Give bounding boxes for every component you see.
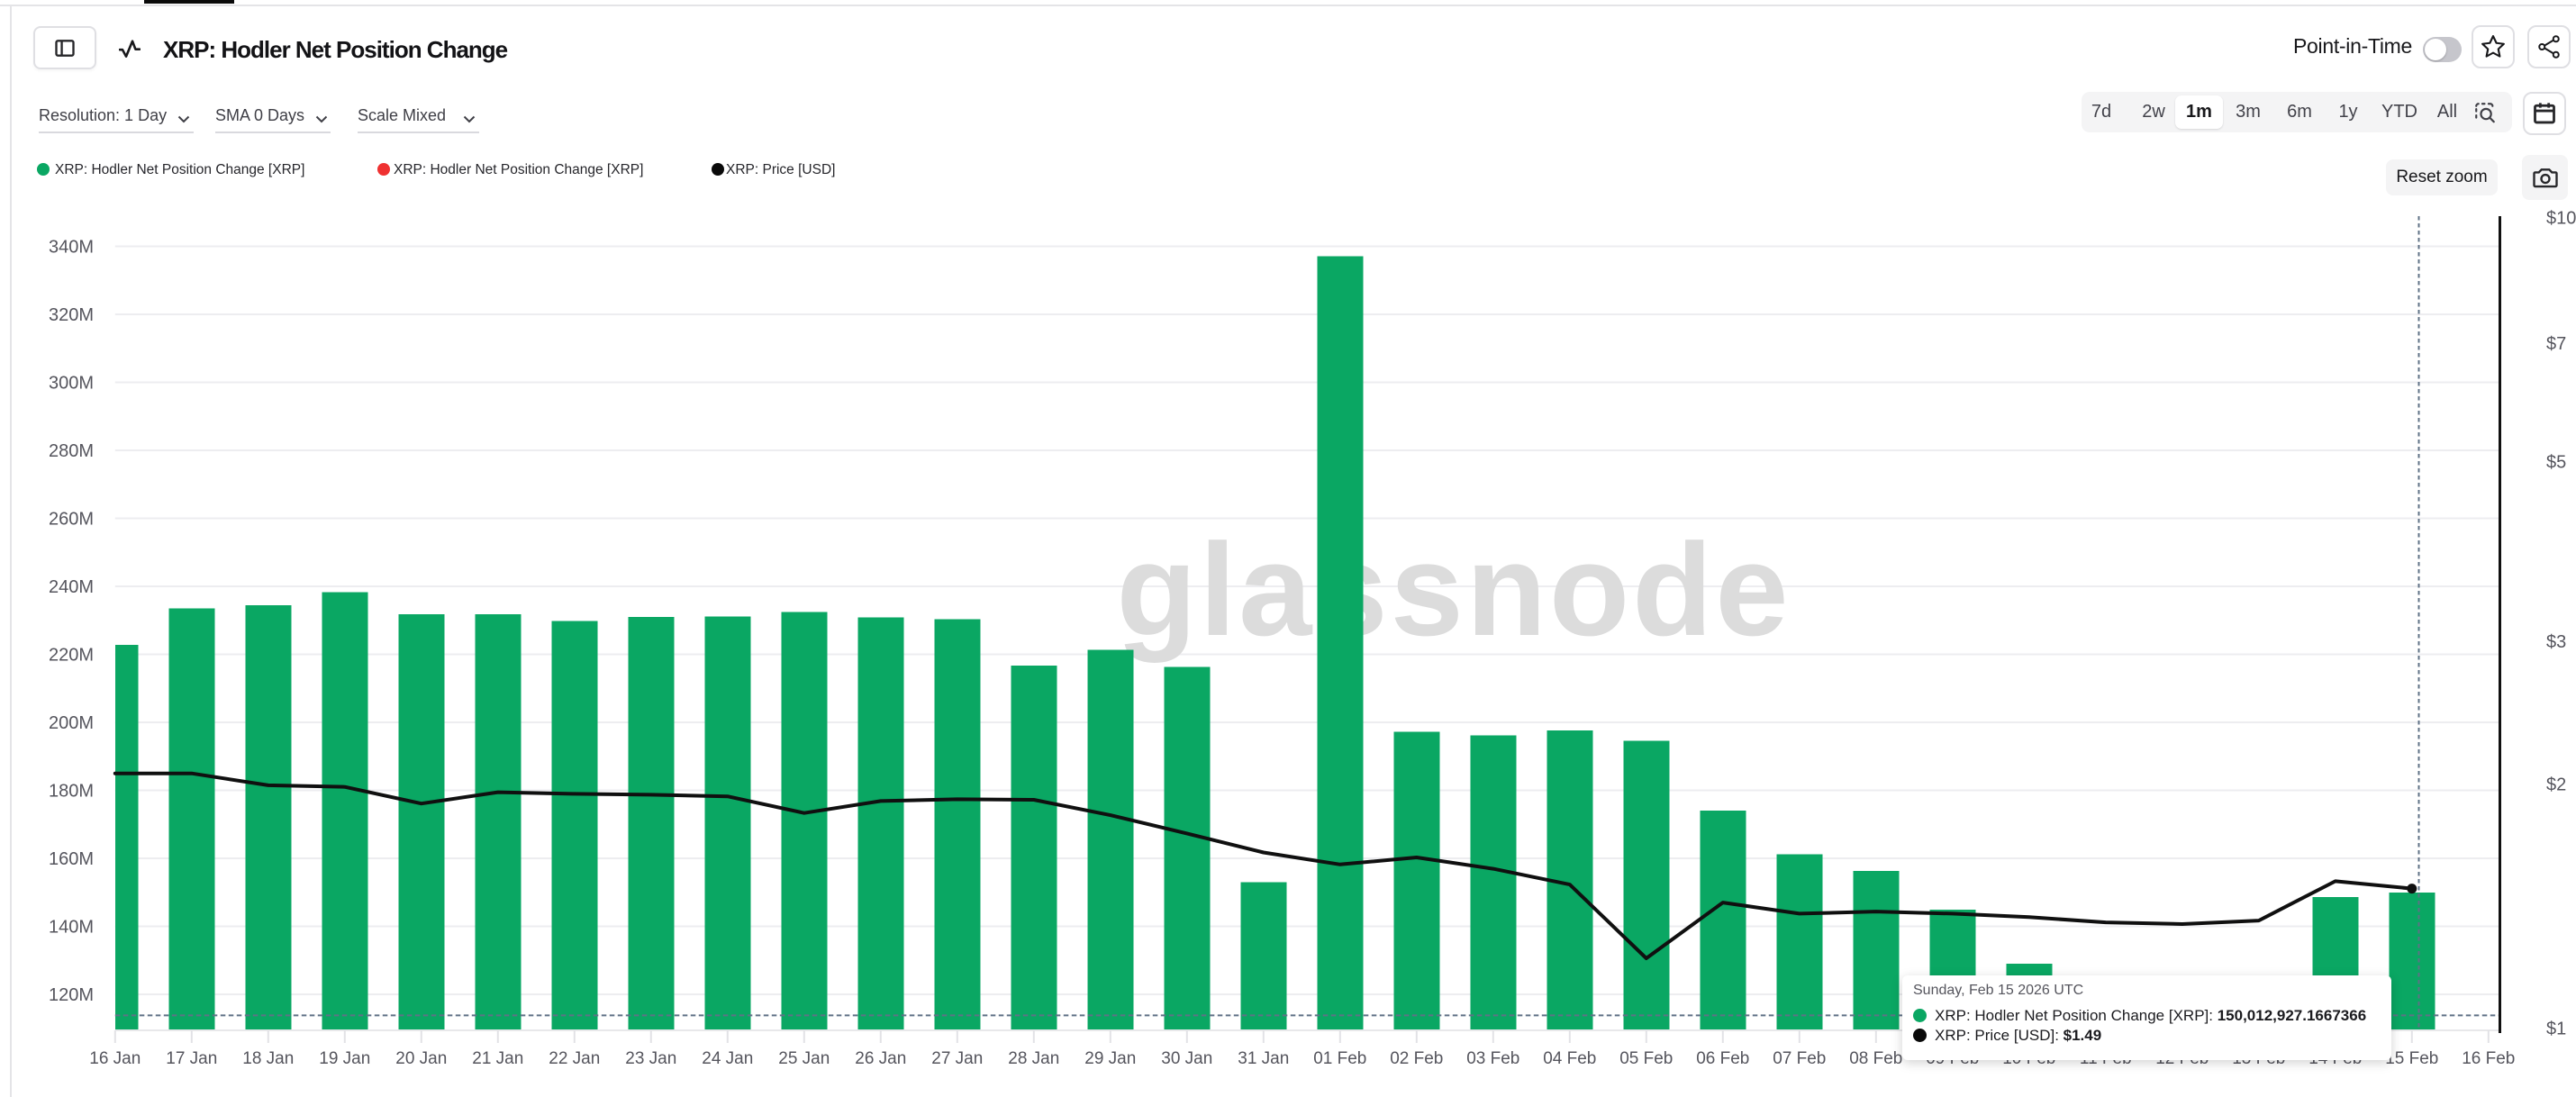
svg-text:320M: 320M xyxy=(49,305,94,325)
svg-text:$10: $10 xyxy=(2546,209,2576,229)
svg-text:19 Jan: 19 Jan xyxy=(319,1049,370,1068)
svg-text:27 Jan: 27 Jan xyxy=(931,1049,983,1068)
svg-text:140M: 140M xyxy=(49,918,94,938)
svg-text:260M: 260M xyxy=(49,510,94,530)
svg-text:glassnode: glassnode xyxy=(1116,516,1791,663)
svg-text:03 Feb: 03 Feb xyxy=(1466,1049,1519,1068)
svg-text:300M: 300M xyxy=(49,374,94,394)
svg-text:30 Jan: 30 Jan xyxy=(1161,1049,1212,1068)
svg-text:$7: $7 xyxy=(2546,334,2566,354)
svg-text:04 Feb: 04 Feb xyxy=(1543,1049,1596,1068)
svg-text:31 Jan: 31 Jan xyxy=(1238,1049,1289,1068)
svg-text:21 Jan: 21 Jan xyxy=(472,1049,523,1068)
svg-text:240M: 240M xyxy=(49,577,94,597)
svg-text:340M: 340M xyxy=(49,238,94,258)
svg-text:120M: 120M xyxy=(49,985,94,1005)
svg-text:07 Feb: 07 Feb xyxy=(1773,1049,1826,1068)
svg-text:26 Jan: 26 Jan xyxy=(855,1049,906,1068)
svg-text:$3: $3 xyxy=(2546,632,2566,652)
svg-text:$2: $2 xyxy=(2546,775,2566,795)
svg-text:16 Feb: 16 Feb xyxy=(2462,1049,2515,1068)
svg-text:280M: 280M xyxy=(49,441,94,461)
svg-text:180M: 180M xyxy=(49,782,94,802)
svg-text:02 Feb: 02 Feb xyxy=(1390,1049,1443,1068)
svg-text:15 Feb: 15 Feb xyxy=(2385,1049,2438,1068)
svg-text:$1: $1 xyxy=(2546,1020,2566,1039)
svg-text:23 Jan: 23 Jan xyxy=(625,1049,676,1068)
svg-text:16 Jan: 16 Jan xyxy=(89,1049,141,1068)
svg-text:20 Jan: 20 Jan xyxy=(395,1049,447,1068)
svg-text:28 Jan: 28 Jan xyxy=(1008,1049,1059,1068)
svg-text:22 Jan: 22 Jan xyxy=(549,1049,600,1068)
svg-text:29 Jan: 29 Jan xyxy=(1084,1049,1136,1068)
svg-text:200M: 200M xyxy=(49,713,94,733)
svg-text:160M: 160M xyxy=(49,849,94,869)
svg-text:17 Jan: 17 Jan xyxy=(166,1049,217,1068)
svg-text:24 Jan: 24 Jan xyxy=(702,1049,753,1068)
svg-text:01 Feb: 01 Feb xyxy=(1313,1049,1366,1068)
svg-text:06 Feb: 06 Feb xyxy=(1696,1049,1749,1068)
svg-text:08 Feb: 08 Feb xyxy=(1849,1049,1902,1068)
svg-text:18 Jan: 18 Jan xyxy=(242,1049,294,1068)
svg-text:220M: 220M xyxy=(49,646,94,666)
svg-text:25 Jan: 25 Jan xyxy=(778,1049,830,1068)
svg-text:05 Feb: 05 Feb xyxy=(1619,1049,1673,1068)
svg-text:$5: $5 xyxy=(2546,453,2566,473)
